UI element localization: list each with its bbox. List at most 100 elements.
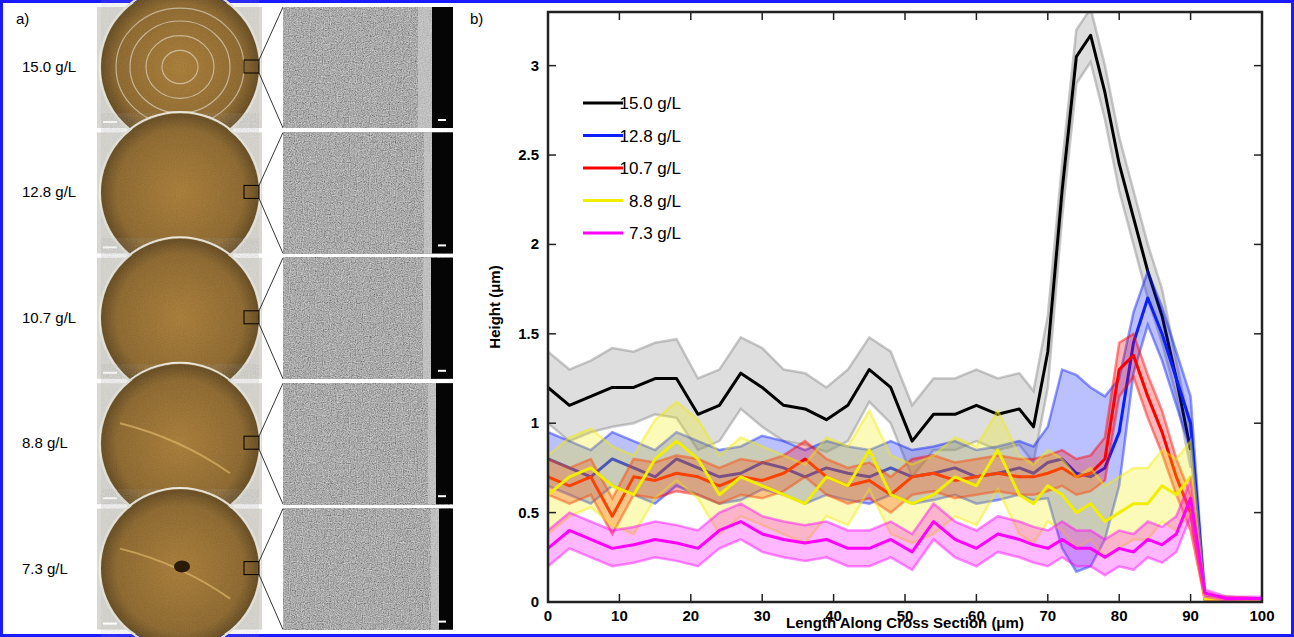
y-axis-title: Height (μm) bbox=[486, 265, 503, 348]
zoom-line bbox=[259, 132, 283, 185]
band-lower-edge bbox=[548, 516, 1262, 600]
legend: 15.0 g/L12.8 g/L10.7 g/L8.8 g/L7.3 g/L bbox=[583, 94, 681, 243]
x-tick-top bbox=[1190, 12, 1192, 20]
series-line bbox=[548, 35, 1191, 450]
zoom-image bbox=[283, 509, 453, 630]
x-tick-top bbox=[904, 12, 906, 20]
x-tick-label: 30 bbox=[754, 607, 771, 624]
x-tick-label: 100 bbox=[1249, 607, 1274, 624]
row-label: 10.7 g/L bbox=[22, 309, 76, 326]
legend-label: 7.3 g/L bbox=[629, 224, 681, 243]
y-tick-right bbox=[1254, 422, 1262, 424]
x-tick-top bbox=[1047, 12, 1049, 20]
x-tick bbox=[904, 594, 906, 602]
scale-bar bbox=[438, 119, 446, 121]
x-tick-top bbox=[619, 12, 621, 20]
scale-bar bbox=[438, 495, 446, 497]
panel-label: b) bbox=[470, 10, 483, 27]
error-band bbox=[548, 480, 1262, 600]
band-lower-edge bbox=[548, 480, 1262, 602]
legend-label: 15.0 g/L bbox=[620, 94, 681, 113]
dish-texture bbox=[101, 490, 259, 637]
row-label: 15.0 g/L bbox=[22, 58, 76, 75]
y-tick bbox=[548, 422, 556, 424]
film-edge bbox=[428, 383, 436, 504]
x-tick-label: 0 bbox=[544, 607, 552, 624]
error-band bbox=[548, 402, 1262, 602]
x-tick bbox=[690, 594, 692, 602]
zoom-line bbox=[259, 449, 283, 504]
zoom-box bbox=[244, 562, 259, 575]
x-tick bbox=[976, 594, 978, 602]
plot-frame bbox=[548, 12, 1262, 602]
scale-bar bbox=[438, 370, 446, 372]
zoom-line bbox=[259, 575, 283, 630]
y-tick-label: 2 bbox=[531, 235, 539, 252]
scale-bar bbox=[103, 497, 117, 499]
ring bbox=[146, 36, 214, 99]
zoom-box bbox=[244, 311, 259, 324]
legend-swatch bbox=[583, 199, 623, 202]
scale-bar bbox=[103, 246, 117, 248]
image-row: 15.0 g/L bbox=[22, 0, 453, 148]
y-tick-right bbox=[1254, 244, 1262, 246]
x-tick-top bbox=[547, 12, 549, 20]
x-tick bbox=[761, 594, 763, 602]
scale-bar bbox=[103, 121, 117, 123]
scale-bar bbox=[438, 244, 446, 246]
ring bbox=[162, 50, 198, 83]
x-tick-label: 20 bbox=[682, 607, 699, 624]
film-edge bbox=[424, 132, 432, 253]
dish bbox=[101, 490, 259, 637]
crack bbox=[120, 423, 230, 473]
substrate bbox=[439, 509, 453, 630]
y-tick-label: 0.5 bbox=[518, 504, 539, 521]
row-label: 7.3 g/L bbox=[22, 560, 68, 577]
x-tick-label: 10 bbox=[611, 607, 628, 624]
legend-label: 8.8 g/L bbox=[629, 192, 681, 211]
ring bbox=[116, 8, 244, 126]
x-tick-top bbox=[761, 12, 763, 20]
zoom-box bbox=[244, 436, 259, 449]
zoom-line bbox=[259, 258, 283, 311]
x-tick bbox=[547, 594, 549, 602]
x-tick bbox=[1118, 594, 1120, 602]
y-tick-label: 1 bbox=[531, 414, 539, 431]
x-tick bbox=[1190, 594, 1192, 602]
image-row: 7.3 g/L bbox=[22, 488, 453, 637]
legend-swatch bbox=[583, 102, 623, 105]
y-tick bbox=[548, 154, 556, 156]
y-tick-right bbox=[1254, 65, 1262, 67]
band-lower-edge bbox=[548, 325, 1262, 602]
x-tick-top bbox=[1261, 12, 1263, 20]
scale-bar bbox=[103, 623, 117, 625]
film-edge bbox=[423, 258, 431, 379]
x-tick bbox=[1261, 594, 1263, 602]
y-tick-label: 3 bbox=[531, 57, 539, 74]
y-tick-right bbox=[1254, 333, 1262, 335]
x-tick-top bbox=[833, 12, 835, 20]
row-label: 8.8 g/L bbox=[22, 434, 68, 451]
zoom-line bbox=[259, 73, 283, 128]
zoom-line bbox=[259, 324, 283, 379]
zoom-image bbox=[283, 383, 453, 504]
crack bbox=[120, 549, 230, 599]
y-tick bbox=[548, 601, 556, 603]
substrate bbox=[432, 132, 453, 253]
y-tick-label: 0 bbox=[531, 593, 539, 610]
zoom-line bbox=[259, 7, 283, 60]
x-tick bbox=[833, 594, 835, 602]
legend-swatch bbox=[583, 134, 623, 137]
legend-swatch bbox=[583, 232, 623, 235]
substrate bbox=[432, 7, 453, 128]
x-tick-label: 80 bbox=[1111, 607, 1128, 624]
plot-area bbox=[548, 12, 1262, 602]
y-tick bbox=[548, 333, 556, 335]
series-line bbox=[548, 441, 1262, 600]
x-tick-top bbox=[976, 12, 978, 20]
x-tick-top bbox=[690, 12, 692, 20]
x-tick-top bbox=[1118, 12, 1120, 20]
zoom-box bbox=[244, 60, 259, 73]
scale-bar bbox=[103, 372, 117, 374]
legend-swatch bbox=[583, 167, 623, 170]
